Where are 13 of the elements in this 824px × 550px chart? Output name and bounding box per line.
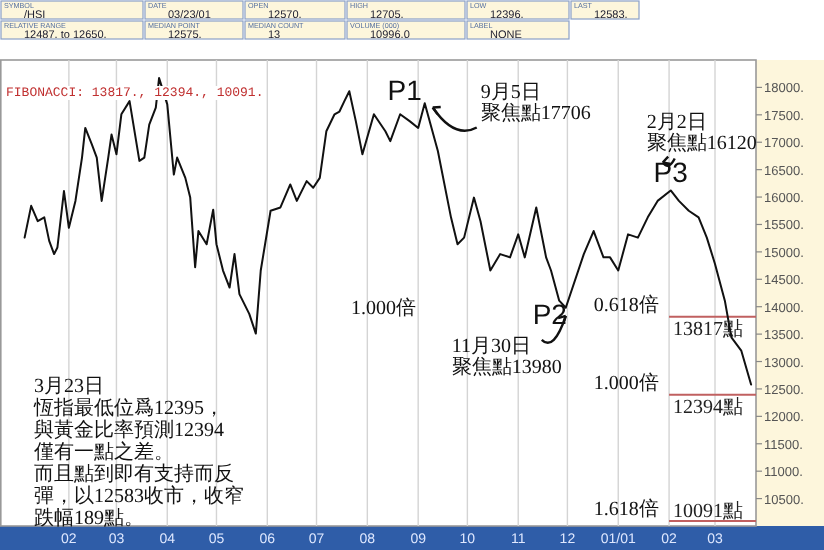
annotation: 1.000倍 [351,296,416,320]
annotation: P2 [532,297,568,330]
annotation: 1.618倍 [593,497,659,522]
ref-line-label: 12394點 [673,394,744,419]
ref-line-label: 10091點 [673,499,744,524]
annotation: 11月30日聚焦點13980 [451,335,562,379]
annotation: 2月2日聚焦點16120 [646,112,757,156]
annotation: P3 [653,156,689,189]
annotation: 1.000倍 [593,370,659,395]
annotation: 9月5日聚焦點17706 [480,81,591,125]
annotation: P1 [387,73,423,106]
annotation: 0.618倍 [593,292,659,317]
annotation: 3月23日恆指最低位爲12395，與黃金比率預測12394僅有一點之差。而且點到即有支持而反彈，以12583收市，收窄跌幅189點。 [32,376,244,530]
